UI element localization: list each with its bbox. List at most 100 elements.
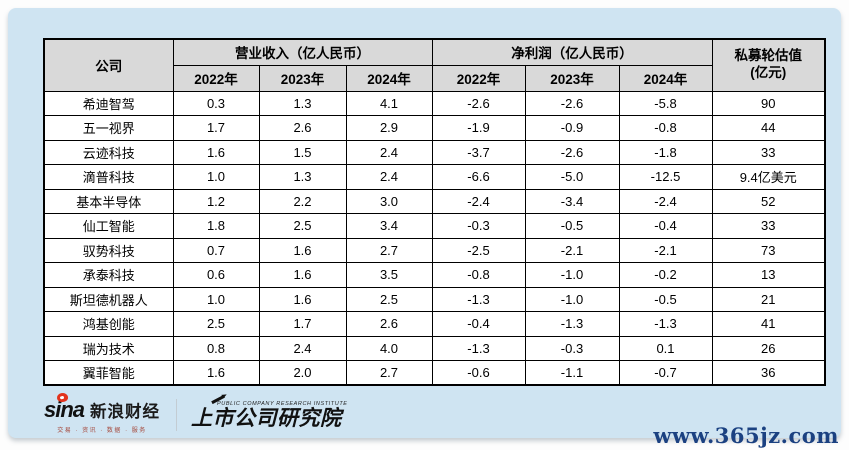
revenue-2023-cell: 2.4 (258, 335, 347, 361)
valuation-cell: 33 (711, 213, 826, 239)
net-profit-2023-cell: -0.3 (524, 335, 620, 361)
net-profit-2023-cell: -5.0 (524, 164, 620, 190)
revenue-2024-cell: 2.7 (345, 237, 433, 263)
revenue-2022-cell: 1.7 (172, 115, 260, 141)
sina-finance-name: 新浪财经 (90, 403, 161, 421)
net-profit-2022-cell: -2.6 (431, 90, 526, 116)
revenue-2022-cell: 0.6 (172, 262, 260, 288)
revenue-2023-cell: 1.6 (258, 262, 347, 288)
revenue-2023-cell: 2.5 (258, 213, 347, 239)
header-net-profit-2022: 2022年 (431, 64, 526, 92)
company-name-cell: 云迹科技 (43, 139, 174, 165)
revenue-2023-cell: 1.7 (258, 311, 347, 337)
net-profit-2022-cell: -2.5 (431, 237, 526, 263)
sina-tagline: 交易 · 资讯 · 数据 · 服务 (57, 428, 147, 434)
header-net-profit-2024: 2024年 (618, 64, 713, 92)
header-valuation-line2: (亿元) (750, 65, 787, 81)
net-profit-2022-cell: -0.3 (431, 213, 526, 239)
valuation-cell: 33 (711, 139, 826, 165)
net-profit-2022-cell: -3.7 (431, 139, 526, 165)
table-row: 云迹科技 1.6 1.5 2.4 -3.7 -2.6 -1.8 33 (43, 139, 826, 165)
table-row: 翼菲智能 1.6 2.0 2.7 -0.6 -1.1 -0.7 36 (43, 360, 826, 386)
revenue-2022-cell: 0.3 (172, 90, 260, 116)
header-net-profit-group: 净利润（亿人民币） (431, 38, 713, 66)
table-row: 鸿基创能 2.5 1.7 2.6 -0.4 -1.3 -1.3 41 (43, 311, 826, 337)
net-profit-2024-cell: -0.8 (618, 115, 713, 141)
revenue-2022-cell: 1.0 (172, 286, 260, 312)
revenue-2024-cell: 4.0 (345, 335, 433, 361)
net-profit-2024-cell: -1.3 (618, 311, 713, 337)
table-body: 希迪智驾 0.3 1.3 4.1 -2.6 -2.6 -5.8 90 五一视界 … (43, 90, 826, 386)
net-profit-2023-cell: -0.5 (524, 213, 620, 239)
company-name-cell: 希迪智驾 (43, 90, 174, 116)
company-name-cell: 承泰科技 (43, 262, 174, 288)
revenue-2024-cell: 2.4 (345, 139, 433, 165)
revenue-2023-cell: 2.2 (258, 188, 347, 214)
revenue-2024-cell: 2.4 (345, 164, 433, 190)
research-institute-logo: PUBLIC COMPANY RESEARCH INSTITUTE 上市公司研究… (191, 394, 348, 430)
net-profit-2024-cell: -2.1 (618, 237, 713, 263)
header-revenue-2023: 2023年 (258, 64, 347, 92)
net-profit-2023-cell: -1.0 (524, 262, 620, 288)
company-name-cell: 仙工智能 (43, 213, 174, 239)
revenue-2024-cell: 3.0 (345, 188, 433, 214)
net-profit-2024-cell: -0.2 (618, 262, 713, 288)
net-profit-2022-cell: -1.3 (431, 286, 526, 312)
valuation-cell: 44 (711, 115, 826, 141)
company-name-cell: 驭势科技 (43, 237, 174, 263)
company-name-cell: 翼菲智能 (43, 360, 174, 386)
valuation-cell: 73 (711, 237, 826, 263)
company-name-cell: 斯坦德机器人 (43, 286, 174, 312)
header-revenue-group: 营业收入（亿人民币） (172, 38, 433, 66)
institute-name-cn: 上市公司研究院 (191, 406, 342, 430)
company-name-cell: 瑞为技术 (43, 335, 174, 361)
header-net-profit-2023: 2023年 (524, 64, 620, 92)
revenue-2022-cell: 1.0 (172, 164, 260, 190)
revenue-2024-cell: 2.7 (345, 360, 433, 386)
revenue-2023-cell: 2.0 (258, 360, 347, 386)
net-profit-2023-cell: -1.3 (524, 311, 620, 337)
revenue-2023-cell: 1.6 (258, 286, 347, 312)
footer-logos: sina 新浪财经 交易 · 资讯 · 数据 · 服务 PUBLIC COMPA… (44, 391, 348, 435)
valuation-cell: 9.4亿美元 (711, 164, 826, 190)
revenue-2023-cell: 1.3 (258, 90, 347, 116)
revenue-2024-cell: 3.4 (345, 213, 433, 239)
net-profit-2023-cell: -0.9 (524, 115, 620, 141)
revenue-2023-cell: 1.5 (258, 139, 347, 165)
net-profit-2022-cell: -1.9 (431, 115, 526, 141)
revenue-2022-cell: 1.2 (172, 188, 260, 214)
company-name-cell: 基本半导体 (43, 188, 174, 214)
table-row: 仙工智能 1.8 2.5 3.4 -0.3 -0.5 -0.4 33 (43, 213, 826, 239)
table-row: 基本半导体 1.2 2.2 3.0 -2.4 -3.4 -2.4 52 (43, 188, 826, 214)
company-name-cell: 鸿基创能 (43, 311, 174, 337)
revenue-2022-cell: 0.7 (172, 237, 260, 263)
revenue-2022-cell: 1.6 (172, 360, 260, 386)
net-profit-2023-cell: -2.6 (524, 139, 620, 165)
net-profit-2024-cell: -5.8 (618, 90, 713, 116)
content-panel: 公司 营业收入（亿人民币） 净利润（亿人民币） 私募轮估值 (亿元) 2022年… (8, 8, 841, 438)
revenue-2024-cell: 2.6 (345, 311, 433, 337)
table-header-row-years: 2022年 2023年 2024年 2022年 2023年 2024年 (44, 64, 825, 92)
net-profit-2022-cell: -0.4 (431, 311, 526, 337)
header-valuation-line1: 私募轮估值 (734, 48, 803, 64)
table-row: 希迪智驾 0.3 1.3 4.1 -2.6 -2.6 -5.8 90 (43, 90, 826, 116)
revenue-2023-cell: 1.3 (258, 164, 347, 190)
institute-name-en: PUBLIC COMPANY RESEARCH INSTITUTE (217, 400, 348, 407)
net-profit-2024-cell: -2.4 (618, 188, 713, 214)
sina-finance-logo: sina 新浪财经 交易 · 资讯 · 数据 · 服务 (44, 391, 161, 434)
table-row: 驭势科技 0.7 1.6 2.7 -2.5 -2.1 -2.1 73 (43, 237, 826, 263)
header-revenue-2024: 2024年 (345, 64, 433, 92)
revenue-2024-cell: 2.5 (345, 286, 433, 312)
financial-table: 公司 营业收入（亿人民币） 净利润（亿人民币） 私募轮估值 (亿元) 2022年… (43, 38, 826, 386)
header-company: 公司 (43, 38, 174, 92)
net-profit-2022-cell: -6.6 (431, 164, 526, 190)
table-row: 承泰科技 0.6 1.6 3.5 -0.8 -1.0 -0.2 13 (43, 262, 826, 288)
net-profit-2022-cell: -2.4 (431, 188, 526, 214)
revenue-2022-cell: 1.6 (172, 139, 260, 165)
revenue-2022-cell: 0.8 (172, 335, 260, 361)
company-name-cell: 滴普科技 (43, 164, 174, 190)
header-valuation: 私募轮估值 (亿元) (711, 38, 826, 92)
table-row: 滴普科技 1.0 1.3 2.4 -6.6 -5.0 -12.5 9.4亿美元 (43, 164, 826, 190)
revenue-2022-cell: 2.5 (172, 311, 260, 337)
valuation-cell: 13 (711, 262, 826, 288)
